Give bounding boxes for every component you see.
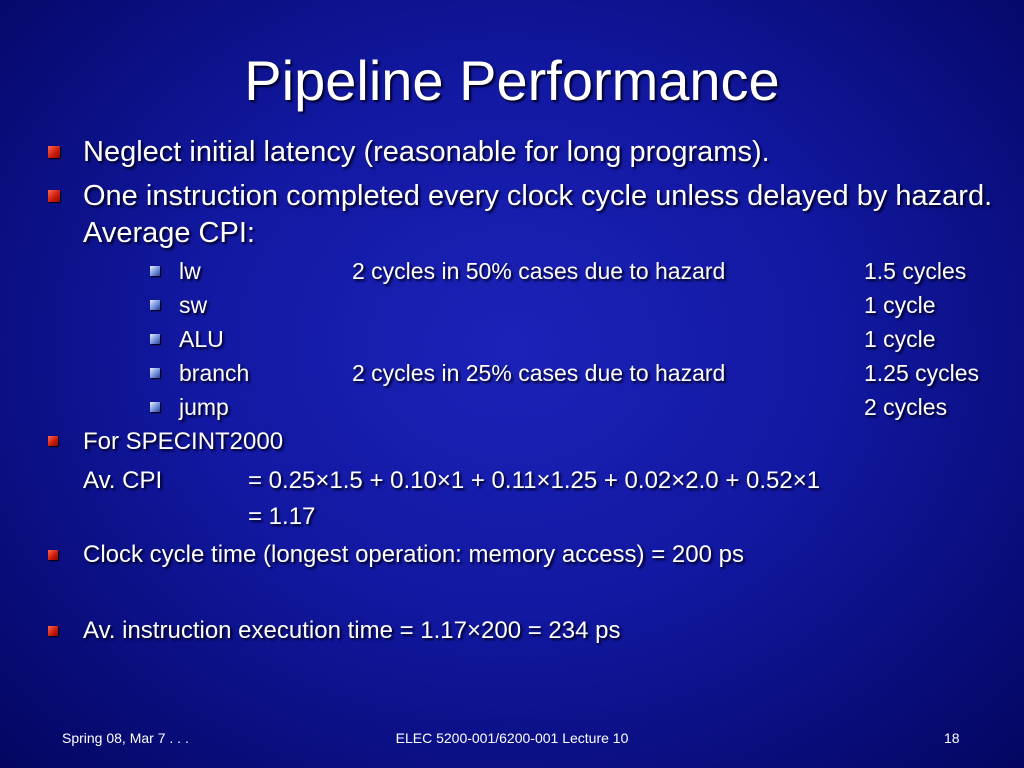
sub-bullet-icon [150,266,160,276]
bullet-icon [48,190,60,202]
instruction: branch [179,360,250,386]
cpi-result: = 1.17 [248,503,316,530]
cycles: 1 cycle [864,326,936,352]
sub-bullet-icon [150,402,160,412]
cycles: 1 cycle [864,292,936,318]
bullet-icon [48,146,60,158]
sub-bullet-icon [150,300,160,310]
cycles: 1.5 cycles [864,258,967,284]
cpi-label: Av. CPI [83,467,163,494]
bullet-icon [48,550,58,560]
bullet-icon [48,436,58,446]
exec-text: Av. instruction execution time = 1.17×20… [83,617,621,644]
instruction: jump [179,394,229,420]
cycles: 1.25 cycles [864,360,980,386]
bullet-icon [48,626,58,636]
specint-heading: For SPECINT2000 [83,428,284,455]
instruction: lw [179,258,201,284]
hazard-note: 2 cycles in 50% cases due to hazard [352,258,726,284]
footer-center: ELEC 5200-001/6200-001 Lecture 10 [395,730,629,746]
bullet-text: One instruction completed every clock cy… [83,180,993,249]
clock-text: Clock cycle time (longest operation: mem… [83,541,744,568]
sub-bullet-icon [150,334,160,344]
cycles: 2 cycles [864,394,948,420]
instruction: sw [179,292,208,318]
footer-right: 18 [944,730,960,746]
footer-left: Spring 08, Mar 7 . . . [62,730,189,746]
title: Pipeline Performance [244,49,780,112]
cpi-formula: = 0.25×1.5 + 0.10×1 + 0.11×1.25 + 0.02×2… [248,467,821,494]
sub-bullet-icon [150,368,160,378]
hazard-note: 2 cycles in 25% cases due to hazard [352,360,726,386]
instruction: ALU [179,326,224,352]
bullet-text: Neglect initial latency (reasonable for … [83,136,770,168]
